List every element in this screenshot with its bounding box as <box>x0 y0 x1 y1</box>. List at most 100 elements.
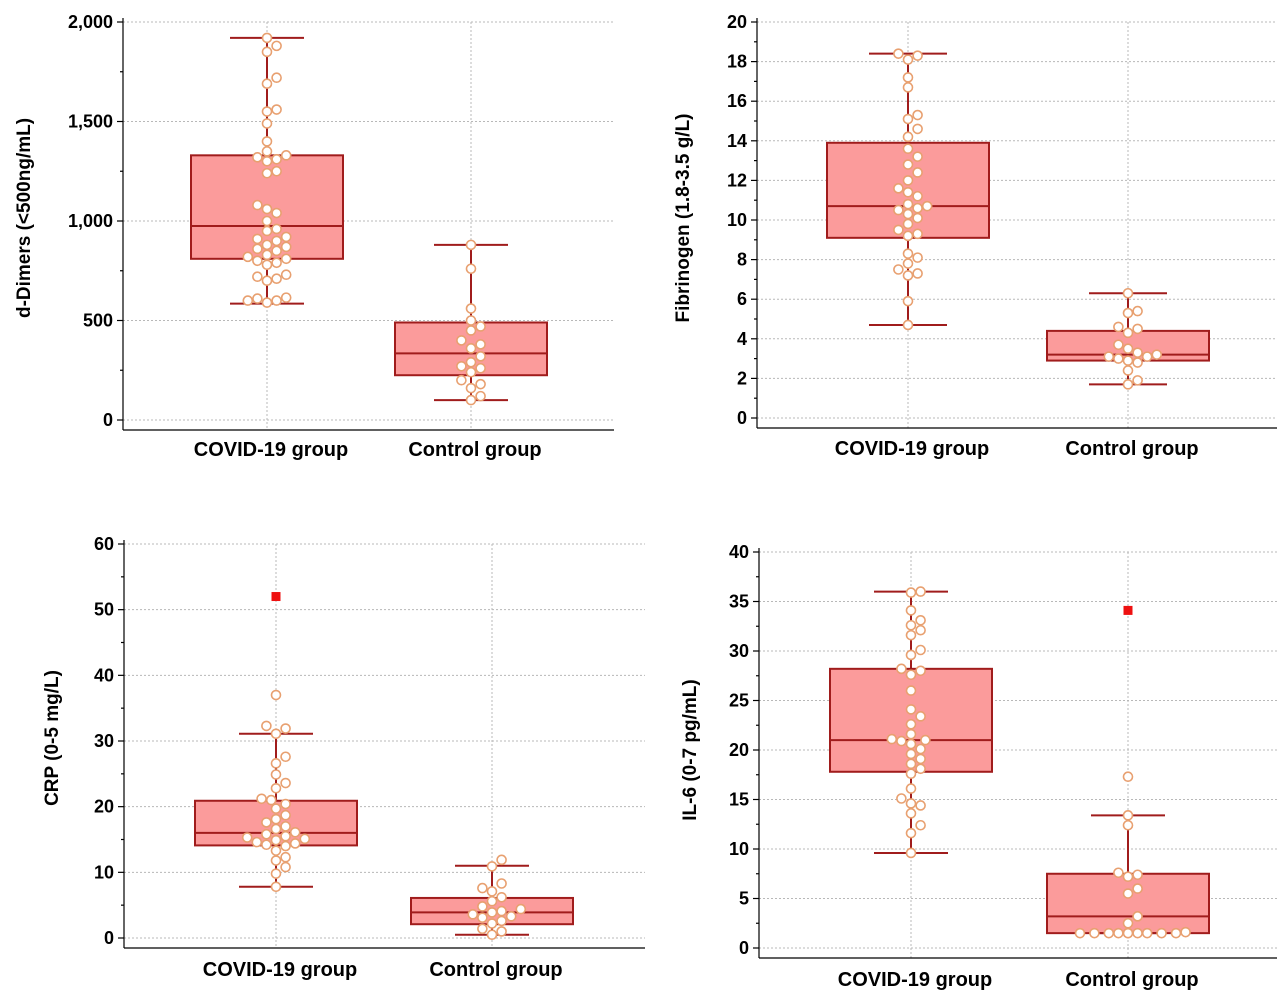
data-point <box>896 663 907 675</box>
data-point <box>252 255 263 267</box>
chart-d-dimers-svg: 0 500 1,000 1,500 2,000 d-Dimers (<500ng/mL) C… <box>14 12 614 461</box>
data-point <box>261 839 272 851</box>
y-tick-label: 30 <box>729 641 749 661</box>
data-point <box>475 362 486 374</box>
data-point <box>905 783 917 794</box>
y-tick-label: 500 <box>83 311 113 331</box>
data-point <box>271 245 282 257</box>
data-point <box>1122 379 1134 390</box>
data-point <box>1113 321 1124 333</box>
data-point <box>299 833 311 845</box>
data-point <box>280 292 292 303</box>
data-point <box>920 734 931 746</box>
y-tick-label: 2 <box>737 368 747 388</box>
data-point <box>496 905 507 917</box>
data-point <box>261 225 273 237</box>
y-tick-label: 0 <box>737 408 747 428</box>
data-point <box>261 106 273 117</box>
chart-il6: 0 5 10 15 20 25 30 35 40 IL-6 (0-7 pg/mL) COVID-19… <box>660 510 1277 990</box>
data-point <box>902 208 914 220</box>
data-point <box>280 830 291 842</box>
data-point <box>241 832 253 843</box>
data-point <box>905 605 917 616</box>
data-point <box>915 615 926 626</box>
data-point <box>270 813 282 825</box>
data-point <box>915 711 926 722</box>
x-category-label: COVID-19 group <box>203 959 357 981</box>
data-point <box>252 293 263 304</box>
data-point <box>456 360 467 372</box>
data-point <box>1089 927 1100 939</box>
data-point <box>270 845 282 856</box>
data-point <box>261 156 273 167</box>
data-point <box>261 828 272 840</box>
data-point <box>261 167 273 179</box>
data-point <box>902 319 914 331</box>
data-point <box>465 343 477 354</box>
data-point <box>912 190 923 202</box>
data-point <box>515 903 527 915</box>
x-category-label: Control group <box>1065 438 1198 460</box>
data-point <box>912 202 923 214</box>
data-point <box>893 224 904 236</box>
data-point <box>905 619 917 631</box>
data-point <box>893 264 904 275</box>
data-point <box>280 798 291 810</box>
data-point <box>1170 927 1182 939</box>
data-point <box>1103 927 1115 939</box>
data-point <box>902 159 914 170</box>
data-point <box>261 249 273 261</box>
data-point <box>902 175 914 186</box>
data-point <box>271 235 282 247</box>
data-point <box>270 689 282 701</box>
y-tick-label: 10 <box>729 839 749 859</box>
data-point <box>1122 307 1134 319</box>
y-tick-label: 15 <box>729 790 749 810</box>
data-point <box>486 886 498 897</box>
data-point <box>261 146 273 157</box>
data-point <box>912 268 923 279</box>
data-point <box>1122 927 1134 939</box>
data-point <box>1132 927 1143 939</box>
data-point <box>902 218 914 230</box>
data-point <box>905 629 917 641</box>
data-point <box>456 335 467 346</box>
data-point <box>893 204 904 216</box>
chart-crp-svg: 0 10 20 30 40 50 60 CRP (0-5 mg/L) COVID-19 grou… <box>42 534 645 981</box>
data-point <box>902 54 914 65</box>
data-point <box>1122 871 1134 883</box>
data-point <box>915 586 926 597</box>
data-point <box>251 836 263 848</box>
data-point <box>261 817 272 828</box>
data-point <box>1074 927 1086 939</box>
data-point <box>905 649 917 661</box>
data-point <box>902 82 914 93</box>
x-category-label: Control group <box>429 959 562 981</box>
y-tick-label: 5 <box>739 889 749 909</box>
data-point <box>1156 927 1167 939</box>
data-point <box>896 793 907 804</box>
y-tick-label: 50 <box>94 600 114 620</box>
x-category-label: COVID-19 group <box>194 439 348 461</box>
chart-fibrinogen-svg: 0 2 4 6 8 10 12 14 16 18 20 Fibrinogen (1.8-3.5 g/L… <box>673 12 1277 460</box>
data-point <box>252 243 263 255</box>
data-point <box>261 136 273 147</box>
data-point <box>271 165 282 177</box>
data-point <box>1122 355 1134 366</box>
data-point <box>477 912 488 923</box>
data-point <box>1151 349 1163 360</box>
data-point <box>912 167 923 178</box>
data-point <box>270 803 282 814</box>
data-point <box>915 743 926 755</box>
data-point <box>1122 365 1134 376</box>
data-point <box>1132 357 1143 368</box>
y-tick-label: 25 <box>729 691 749 711</box>
data-point <box>915 800 926 811</box>
data-point <box>252 199 263 211</box>
data-point <box>465 394 477 406</box>
data-point <box>905 768 917 780</box>
data-point <box>270 758 282 769</box>
data-point <box>1113 339 1124 351</box>
y-tick-label: 20 <box>94 797 114 817</box>
data-point <box>465 366 477 378</box>
